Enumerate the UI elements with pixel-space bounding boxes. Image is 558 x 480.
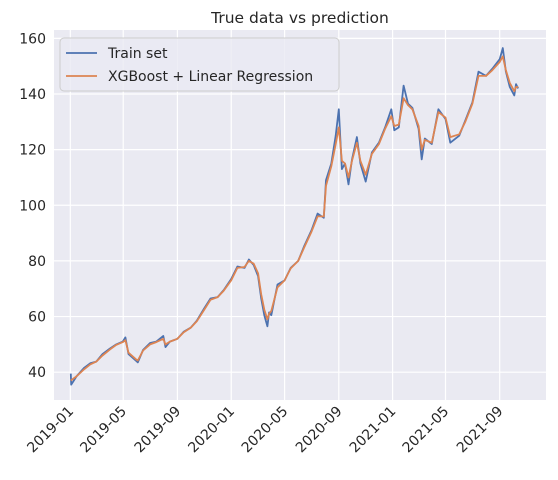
x-tick-label: 2021-05 [400, 404, 453, 457]
y-axis: 40 60 80 100 120 140 160 [19, 31, 46, 381]
x-tick-label: 2020-05 [239, 404, 292, 457]
x-tick-label: 2020-01 [185, 404, 238, 457]
x-tick-label: 2019-05 [77, 404, 130, 457]
series-layer [69, 47, 519, 386]
y-tick-label: 140 [19, 87, 46, 103]
chart-title: True data vs prediction [210, 9, 389, 27]
x-tick-label: 2019-01 [24, 404, 77, 457]
legend-label-train-set: Train set [107, 46, 168, 62]
y-tick-label: 40 [28, 365, 46, 381]
x-tick-label: 2020-09 [293, 404, 346, 457]
legend-label-xgboost-linear-regression: XGBoost + Linear Regression [108, 69, 313, 85]
y-tick-label: 60 [28, 310, 46, 326]
plot-area [54, 30, 546, 400]
series-line-xgboost-linear-regression [70, 55, 519, 382]
legend-box [59, 37, 340, 92]
y-tick-label: 120 [19, 143, 46, 159]
legend: Train set XGBoost + Linear Regression [59, 37, 340, 92]
x-axis: 2019-01 2019-05 2019-09 2020-01 2020-05 2020-… [24, 404, 506, 457]
y-tick-label: 160 [19, 31, 46, 47]
x-tick-label: 2019-09 [132, 404, 185, 457]
x-tick-label: 2021-01 [347, 404, 400, 457]
y-tick-label: 80 [28, 254, 46, 270]
y-tick-label: 100 [19, 198, 46, 214]
x-tick-label: 2021-09 [454, 404, 507, 457]
